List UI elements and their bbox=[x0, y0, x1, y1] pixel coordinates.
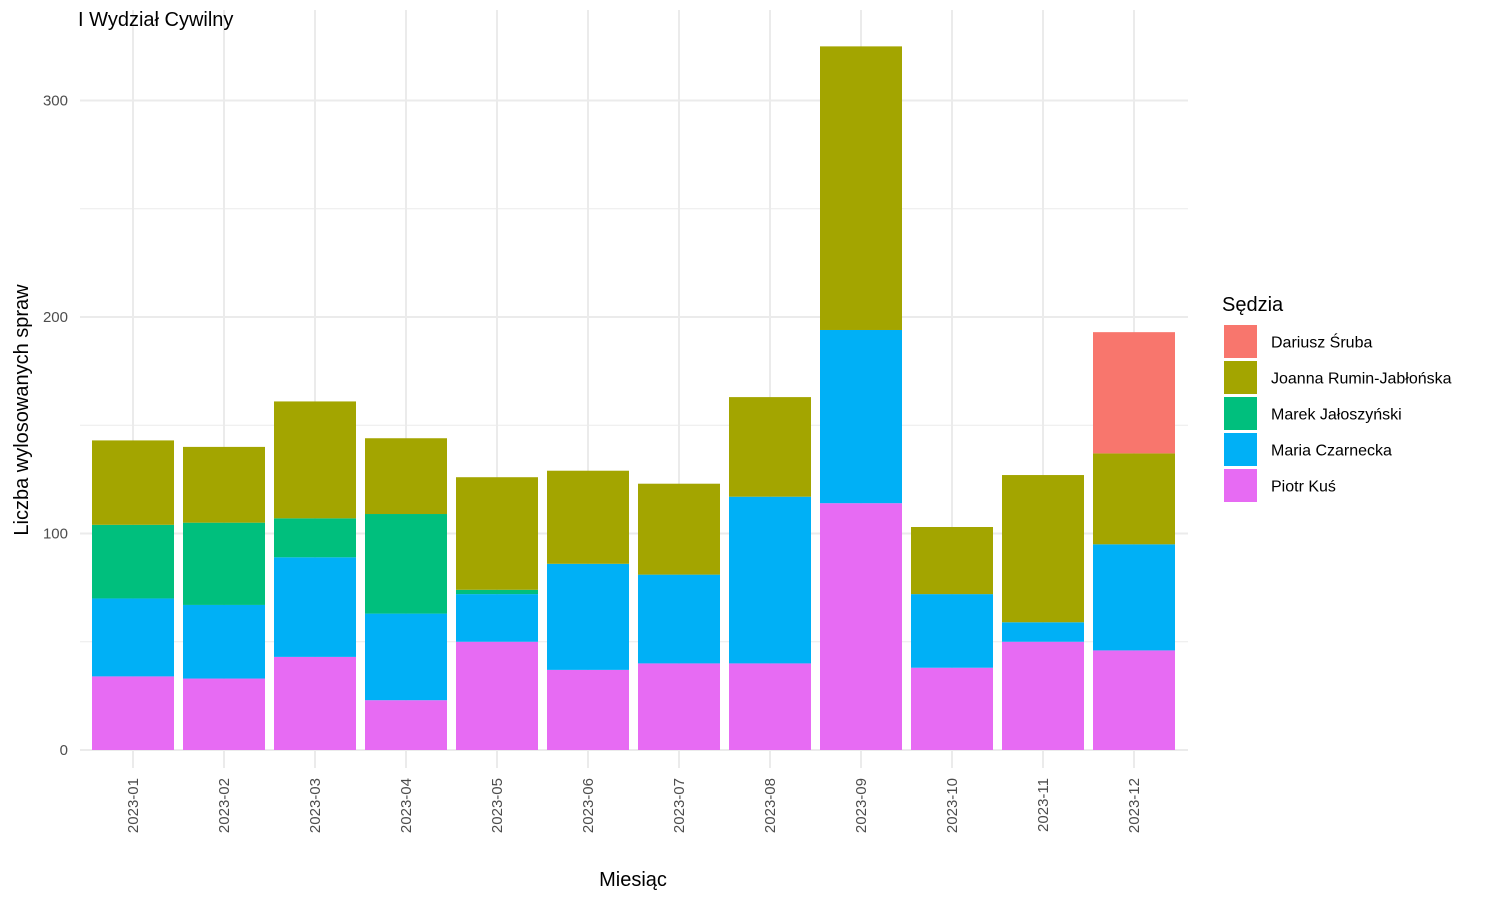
bar-segment bbox=[1002, 622, 1084, 642]
y-axis-title: Liczba wylosowanych spraw bbox=[11, 284, 33, 536]
legend-key bbox=[1224, 397, 1257, 430]
legend-key bbox=[1224, 361, 1257, 394]
bar-segment bbox=[1093, 453, 1175, 545]
bar-segment bbox=[274, 518, 356, 558]
y-tick-label: 200 bbox=[43, 309, 68, 326]
x-tick-label: 2023-01 bbox=[125, 778, 142, 833]
bar-segment bbox=[1002, 641, 1084, 750]
bar-segment bbox=[638, 574, 720, 664]
bar-segment bbox=[456, 594, 538, 642]
legend-label: Marek Jałoszyński bbox=[1271, 407, 1402, 424]
bar-segment bbox=[1002, 475, 1084, 623]
bar-segment bbox=[365, 438, 447, 515]
bar-segment bbox=[365, 700, 447, 750]
bar-segment bbox=[274, 401, 356, 519]
bar-segment bbox=[183, 446, 265, 523]
x-tick-label: 2023-08 bbox=[762, 778, 779, 833]
bar-segment bbox=[638, 663, 720, 750]
bar-segment bbox=[820, 329, 902, 504]
x-tick-label: 2023-12 bbox=[1126, 778, 1143, 833]
x-tick-label: 2023-09 bbox=[853, 778, 870, 833]
bar-segment bbox=[183, 522, 265, 605]
legend-label: Piotr Kuś bbox=[1271, 479, 1336, 496]
bar-segment bbox=[911, 527, 993, 595]
bars bbox=[92, 46, 1175, 750]
bar-segment bbox=[911, 594, 993, 668]
x-tick-label: 2023-11 bbox=[1035, 778, 1052, 832]
bar-segment bbox=[1093, 332, 1175, 454]
y-tick-label: 0 bbox=[60, 742, 68, 759]
bar-segment bbox=[183, 678, 265, 750]
legend-label: Maria Czarnecka bbox=[1271, 443, 1392, 460]
bar-segment bbox=[456, 477, 538, 590]
y-axis-ticks: 0 100 200 300 bbox=[43, 93, 68, 760]
x-tick-label: 2023-05 bbox=[489, 778, 506, 833]
bar-segment bbox=[183, 604, 265, 679]
x-axis-title: Miesiąc bbox=[599, 869, 667, 891]
x-tick-label: 2023-07 bbox=[671, 778, 688, 833]
bar-segment bbox=[547, 563, 629, 670]
x-axis-ticks: 2023-01 2023-02 2023-03 2023-04 2023-05 2023-… bbox=[125, 778, 1143, 833]
bar-segment bbox=[92, 676, 174, 750]
bar-segment bbox=[92, 524, 174, 599]
bar-segment bbox=[274, 557, 356, 657]
bar-segment bbox=[729, 663, 811, 750]
x-tick-label: 2023-10 bbox=[944, 778, 961, 833]
bar-segment bbox=[1093, 544, 1175, 651]
x-tick-label: 2023-04 bbox=[398, 778, 415, 833]
bar-segment bbox=[547, 470, 629, 564]
legend: Sędzia Dariusz Śruba Joanna Rumin-Jabłońs… bbox=[1222, 294, 1452, 502]
legend-label: Dariusz Śruba bbox=[1271, 333, 1372, 352]
legend-key bbox=[1224, 469, 1257, 502]
bar-segment bbox=[456, 589, 538, 595]
bar-segment bbox=[729, 397, 811, 497]
y-tick-label: 300 bbox=[43, 93, 68, 110]
bar-segment bbox=[365, 613, 447, 701]
bar-segment bbox=[911, 667, 993, 750]
bar-segment bbox=[92, 440, 174, 525]
bar-segment bbox=[638, 483, 720, 575]
legend-key bbox=[1224, 433, 1257, 466]
legend-label: Joanna Rumin-Jabłońska bbox=[1271, 371, 1452, 388]
bar-segment bbox=[456, 641, 538, 750]
bar-segment bbox=[274, 656, 356, 750]
bar-segment bbox=[1093, 650, 1175, 750]
x-tick-label: 2023-02 bbox=[216, 778, 233, 833]
bar-segment bbox=[365, 514, 447, 614]
bar-segment bbox=[92, 598, 174, 677]
bar-segment bbox=[729, 496, 811, 664]
x-tick-label: 2023-03 bbox=[307, 778, 324, 833]
legend-key bbox=[1224, 325, 1257, 358]
y-tick-label: 100 bbox=[43, 526, 68, 543]
chart-title: I Wydział Cywilny bbox=[78, 9, 233, 31]
bar-segment bbox=[547, 669, 629, 750]
bar-segment bbox=[820, 503, 902, 750]
legend-title: Sędzia bbox=[1222, 294, 1284, 316]
x-tick-label: 2023-06 bbox=[580, 778, 597, 833]
bar-segment bbox=[820, 46, 902, 330]
